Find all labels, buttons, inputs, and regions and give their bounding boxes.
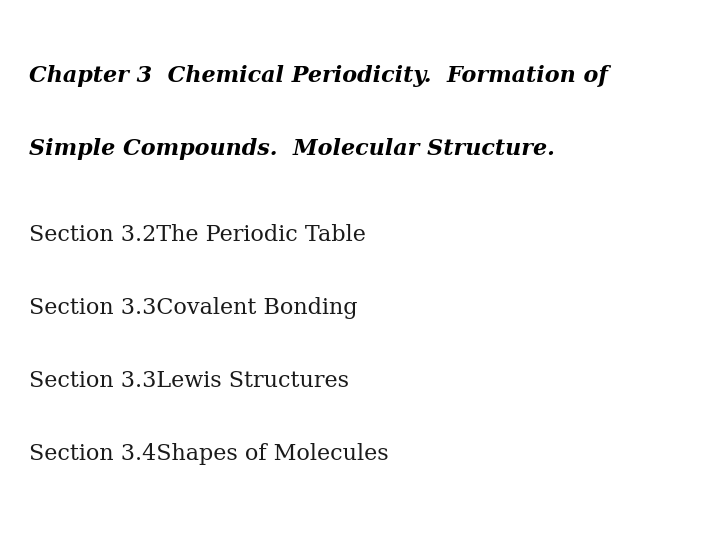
Text: Section 3.4Shapes of Molecules: Section 3.4Shapes of Molecules <box>29 443 388 465</box>
Text: Section 3.3Covalent Bonding: Section 3.3Covalent Bonding <box>29 297 357 319</box>
Text: Section 3.3Lewis Structures: Section 3.3Lewis Structures <box>29 370 348 392</box>
Text: Simple Compounds.  Molecular Structure.: Simple Compounds. Molecular Structure. <box>29 138 554 160</box>
Text: Section 3.2The Periodic Table: Section 3.2The Periodic Table <box>29 224 366 246</box>
Text: Chapter 3  Chemical Periodicity.  Formation of: Chapter 3 Chemical Periodicity. Formatio… <box>29 65 608 87</box>
